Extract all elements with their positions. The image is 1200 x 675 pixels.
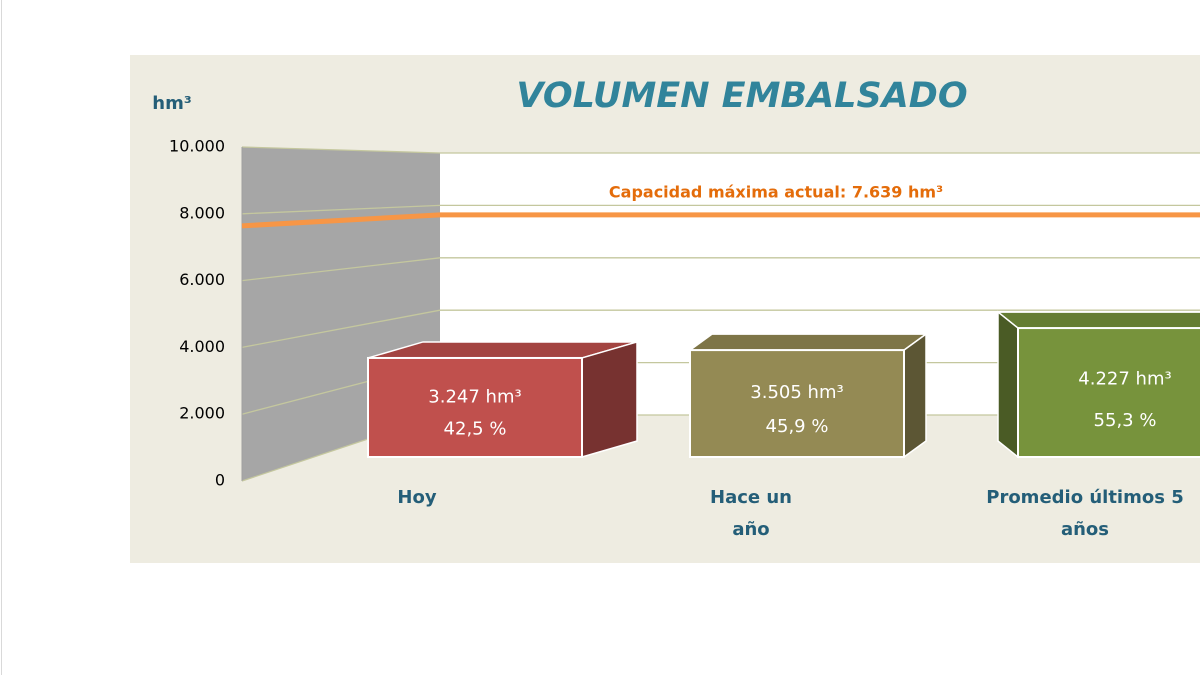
bar-side bbox=[581, 340, 638, 458]
grid-line bbox=[241, 146, 1200, 154]
y-axis-label: hm³ bbox=[152, 93, 191, 114]
value-label: 4.227 hm³ bbox=[1078, 369, 1171, 390]
reference: Capacidad máxima actual: 7.639 hm³ bbox=[241, 183, 1200, 229]
percentage-label: 42,5 % bbox=[444, 418, 507, 439]
percentage-label: 45,9 % bbox=[766, 416, 829, 437]
bar-side bbox=[903, 332, 927, 459]
y-tick-label: 10.000 bbox=[169, 137, 225, 156]
y-tick-label: 4.000 bbox=[179, 337, 225, 356]
x-tick-label: Hoy bbox=[397, 487, 437, 508]
bar-top bbox=[995, 311, 1200, 329]
x-tick-label: Promedio últimos 5 años bbox=[986, 487, 1184, 540]
bar bbox=[689, 349, 905, 458]
bar bbox=[1017, 327, 1200, 458]
percentage-label: 55,3 % bbox=[1094, 410, 1157, 431]
reference-label: Capacidad máxima actual: 7.639 hm³ bbox=[609, 183, 943, 202]
grid-line bbox=[241, 204, 1200, 215]
bar-top bbox=[687, 333, 929, 351]
y-tick-label: 2.000 bbox=[179, 404, 225, 423]
value-label: 3.247 hm³ bbox=[428, 387, 521, 408]
x-tick-label: Hace un año bbox=[710, 487, 792, 540]
y-tick-label: 8.000 bbox=[179, 203, 225, 222]
chart-title: VOLUMEN EMBALSADO bbox=[516, 76, 967, 116]
grid-line bbox=[241, 257, 1200, 282]
y-tick-label: 6.000 bbox=[179, 270, 225, 289]
y-tick-label: 0 bbox=[215, 471, 225, 490]
bars: 3.247 hm³ 42,5 % 3.505 hm³ 45,9 % 4.227 hm³ 5… bbox=[367, 310, 1200, 459]
bar-side bbox=[997, 310, 1019, 459]
bar bbox=[367, 356, 583, 458]
grid-line bbox=[241, 309, 1200, 349]
reference-line bbox=[241, 212, 1200, 229]
value-label: 3.505 hm³ bbox=[750, 382, 843, 403]
grid: 0 2.000 4.000 6.000 8.000 10.000 bbox=[169, 137, 1200, 490]
